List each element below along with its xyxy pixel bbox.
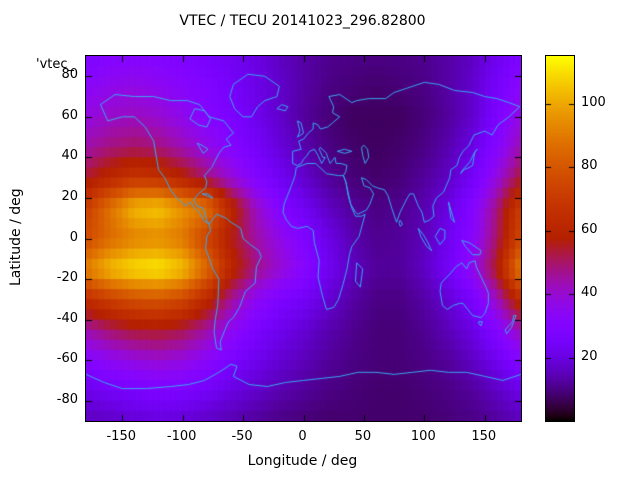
x-tick-label: 0 xyxy=(298,429,307,444)
x-tick-label: -150 xyxy=(106,429,136,444)
x-tick-label: -100 xyxy=(166,429,197,444)
y-tick-label: -60 xyxy=(56,351,78,367)
colorbar-tick-label: 60 xyxy=(581,221,598,237)
plot-area xyxy=(85,55,522,422)
y-tick-label: 40 xyxy=(61,148,78,164)
y-tick-label: 60 xyxy=(61,107,78,123)
y-axis-label: Latitude / deg xyxy=(8,188,24,287)
y-tick-label: -80 xyxy=(56,391,78,407)
colorbar-gradient-canvas xyxy=(546,56,574,421)
colorbar-tick-label: 20 xyxy=(581,348,598,364)
tec-heatmap-canvas xyxy=(86,56,521,421)
colorbar-tick-label: 40 xyxy=(581,285,598,301)
x-tick-label: 50 xyxy=(354,429,372,444)
colorbar-tick-label: 100 xyxy=(581,94,606,110)
chart-title: VTEC / TECU 20141023_296.82800 xyxy=(179,13,426,29)
y-tick-label: -40 xyxy=(56,310,78,326)
y-tick-label: -20 xyxy=(56,270,78,286)
colorbar-tick-label: 80 xyxy=(581,158,598,174)
y-tick-label: 20 xyxy=(61,188,78,204)
colorbar xyxy=(545,55,575,422)
x-tick-label: 150 xyxy=(471,429,497,444)
dataset-key-label: 'vtec_ xyxy=(36,57,75,72)
x-tick-label: -50 xyxy=(231,429,253,444)
y-tick-label: 0 xyxy=(69,229,78,245)
x-axis-label: Longitude / deg xyxy=(247,453,358,469)
x-tick-label: 100 xyxy=(410,429,436,444)
